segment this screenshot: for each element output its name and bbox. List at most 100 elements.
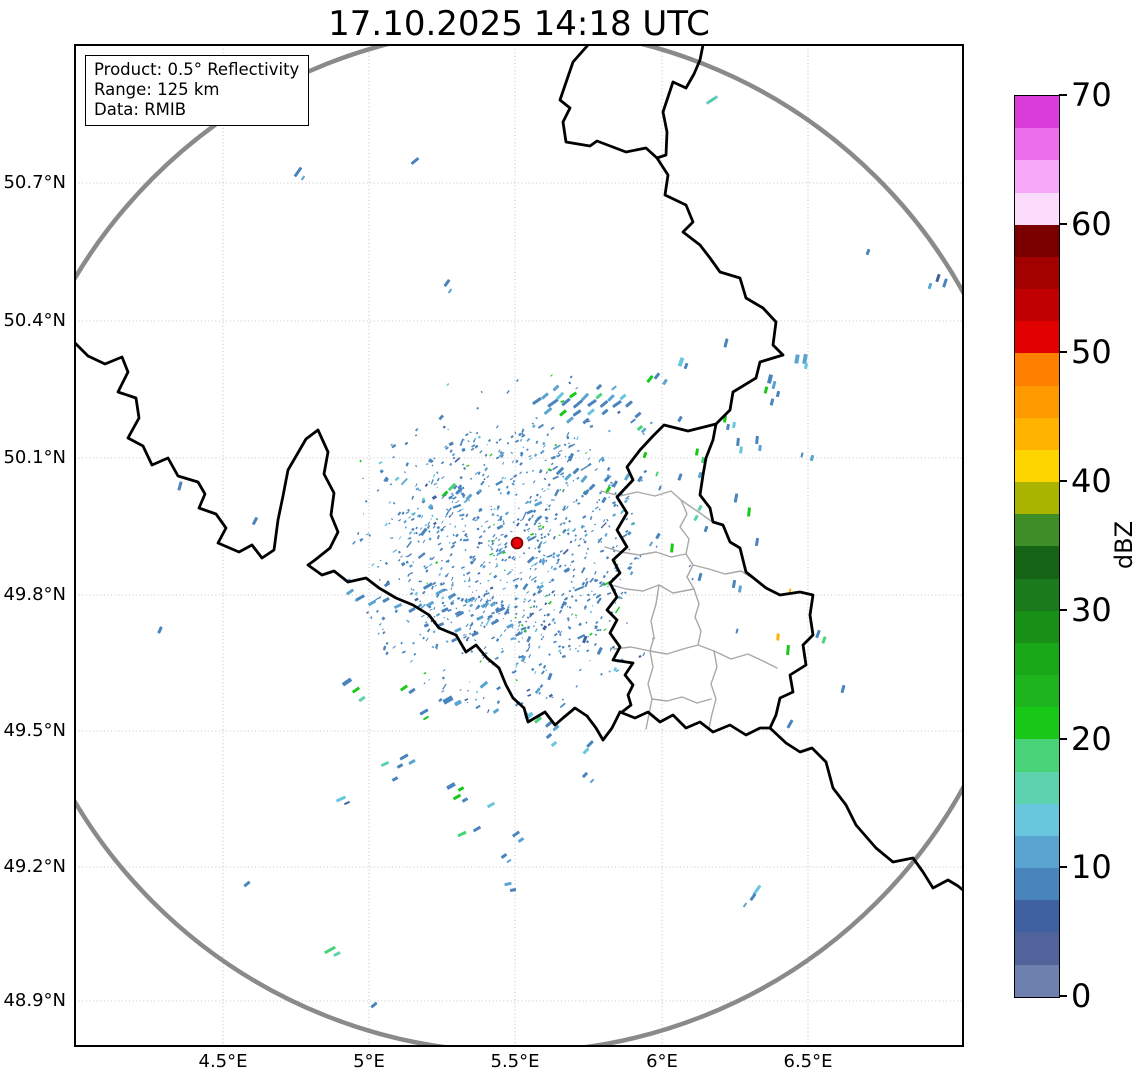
clutter-dot xyxy=(448,514,452,518)
clutter-dot xyxy=(479,660,482,663)
clutter-dot xyxy=(547,623,551,627)
clutter-dot xyxy=(545,516,549,521)
clutter-dot xyxy=(411,527,415,532)
clutter-dot xyxy=(463,499,468,504)
plot-frame xyxy=(74,44,964,1047)
clutter-dot xyxy=(514,597,518,601)
echo-mark xyxy=(561,397,571,407)
clutter-dot xyxy=(509,477,514,481)
colorbar-band xyxy=(1015,900,1059,933)
clutter-dot xyxy=(356,531,360,536)
clutter-dot xyxy=(464,698,469,702)
clutter-dot xyxy=(501,647,504,650)
clutter-dot xyxy=(496,509,499,511)
clutter-dot xyxy=(534,547,537,550)
clutter-dot xyxy=(467,439,470,443)
clutter-dot xyxy=(489,601,497,608)
clutter-dot xyxy=(469,477,473,480)
clutter-dot xyxy=(504,545,508,549)
clutter-dot xyxy=(482,593,487,598)
clutter-dot xyxy=(606,518,609,522)
clutter-dot xyxy=(495,564,499,568)
clutter-dot xyxy=(451,599,455,603)
clutter-dot xyxy=(553,444,561,451)
clutter-dot xyxy=(540,623,544,627)
clutter-dot xyxy=(491,636,496,640)
echo-mark xyxy=(441,607,449,613)
clutter-dot xyxy=(568,445,572,449)
clutter-dot xyxy=(430,459,434,464)
clutter-dot xyxy=(543,477,547,481)
clutter-dot xyxy=(533,521,537,526)
clutter-dot xyxy=(585,640,590,644)
clutter-dot xyxy=(462,493,466,498)
clutter-dot xyxy=(557,555,560,558)
clutter-dot xyxy=(620,591,624,595)
clutter-dot xyxy=(500,533,504,536)
clutter-dot xyxy=(580,524,584,529)
clutter-dot xyxy=(493,507,496,511)
clutter-dot xyxy=(429,557,433,561)
plot-content xyxy=(75,45,963,1046)
clutter-dot xyxy=(461,517,464,521)
clutter-dot xyxy=(593,642,597,647)
clutter-dot xyxy=(499,450,503,455)
echo-mark xyxy=(399,753,409,761)
clutter-dot xyxy=(435,612,441,617)
clutter-dot xyxy=(608,496,610,499)
clutter-dot xyxy=(486,444,489,446)
clutter-dot xyxy=(540,581,544,585)
clutter-dot xyxy=(519,451,524,456)
clutter-dot xyxy=(490,546,492,549)
clutter-dot xyxy=(436,534,440,540)
clutter-dot xyxy=(415,531,418,535)
clutter-dot xyxy=(519,438,523,442)
clutter-dot xyxy=(526,616,530,619)
clutter-dot xyxy=(543,541,547,545)
clutter-dot xyxy=(491,512,495,517)
clutter-dot xyxy=(572,568,576,572)
echo-mark xyxy=(802,353,808,365)
clutter-dot xyxy=(511,568,514,571)
echo-mark xyxy=(786,644,790,656)
clutter-dot xyxy=(435,593,440,598)
y-tick-label: 50.1°N xyxy=(3,447,66,468)
clutter-dot xyxy=(499,547,503,550)
clutter-dot xyxy=(574,614,578,617)
clutter-dot xyxy=(523,529,527,532)
clutter-dot xyxy=(623,591,627,595)
clutter-dot xyxy=(584,529,587,533)
clutter-dot xyxy=(410,511,416,515)
echo-mark xyxy=(601,408,609,416)
colorbar-band xyxy=(1015,321,1059,354)
country-border xyxy=(605,422,718,714)
clutter-dot xyxy=(539,541,543,545)
clutter-dot xyxy=(567,625,570,628)
echo-mark xyxy=(547,398,559,408)
echo-mark xyxy=(545,720,553,728)
colorbar-band xyxy=(1015,546,1059,579)
clutter-dot xyxy=(560,399,565,403)
clutter-dot xyxy=(404,441,409,446)
clutter-dot xyxy=(449,553,453,557)
clutter-dot xyxy=(510,637,515,641)
clutter-dot xyxy=(594,625,598,630)
product-info-box: Product: 0.5° Reflectivity Range: 125 km… xyxy=(85,55,310,127)
clutter-dot xyxy=(583,605,587,609)
colorbar-band xyxy=(1015,128,1059,161)
clutter-dot xyxy=(397,558,401,562)
clutter-dot xyxy=(540,637,544,641)
echo-mark xyxy=(559,409,567,417)
echo-mark xyxy=(487,801,495,809)
clutter-dot xyxy=(553,640,557,644)
echo-mark xyxy=(809,454,815,462)
clutter-dot xyxy=(457,509,461,513)
clutter-dot xyxy=(412,561,415,564)
clutter-dot xyxy=(376,489,380,492)
echo-mark xyxy=(587,399,597,407)
clutter-dot xyxy=(501,558,505,562)
clutter-dot xyxy=(527,646,531,650)
echo-mark xyxy=(655,471,659,477)
clutter-dot xyxy=(476,407,479,410)
clutter-dot xyxy=(436,486,439,489)
